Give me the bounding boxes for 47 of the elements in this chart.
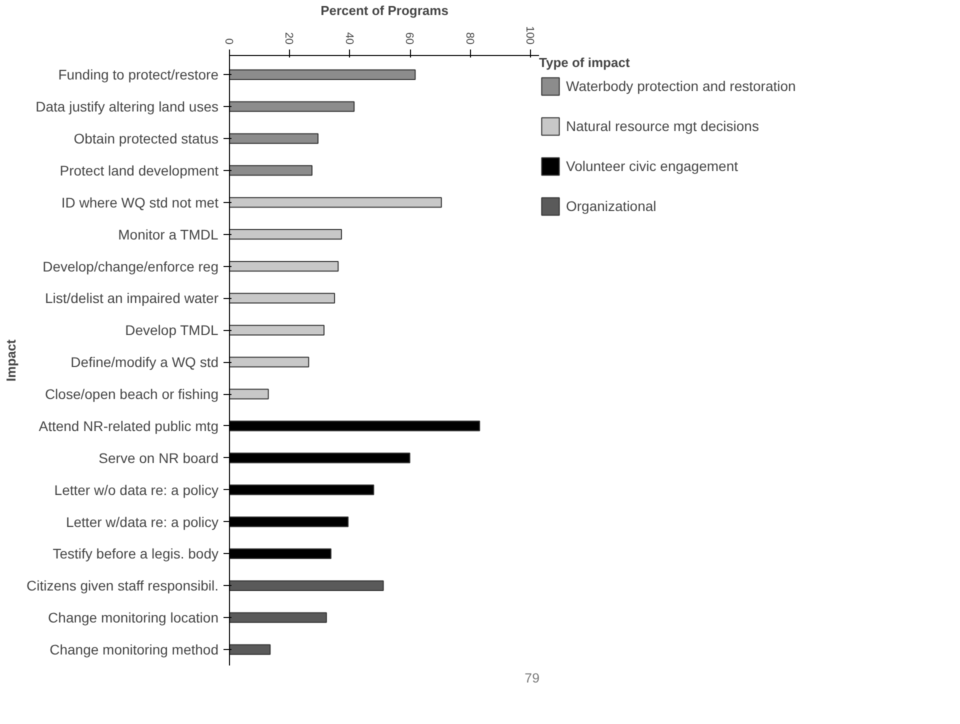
bar: [230, 644, 271, 655]
y-tick-label: Develop TMDL: [125, 322, 218, 338]
y-tick-label: Change monitoring method: [50, 642, 219, 658]
y-tick-label: Protect land development: [60, 162, 219, 178]
y-tick-label: Obtain protected status: [74, 130, 219, 147]
y-tick-label: Monitor a TMDL: [118, 226, 218, 242]
bar: [230, 356, 310, 368]
legend-label: Organizational: [566, 198, 656, 214]
bar: [230, 260, 339, 272]
y-tick-label: Serve on NR board: [98, 450, 219, 466]
x-tick-label: 80: [463, 32, 476, 45]
bar: [230, 580, 384, 591]
y-tick-label: List/delist an impaired water: [44, 290, 219, 306]
bar: [230, 165, 312, 176]
y-tick-label: Define/modify a WQ std: [70, 354, 218, 370]
bar: [230, 324, 325, 336]
x-tick-label: 100: [523, 26, 536, 45]
legend-label: Waterbody protection and restoration: [566, 78, 796, 94]
y-tick-label: Data justify altering land uses: [36, 98, 218, 115]
legend-label: Natural resource mgt decisions: [566, 118, 759, 134]
y-tick-label: Change monitoring location: [48, 610, 219, 626]
y-axis-title: Impact: [4, 338, 19, 382]
text: 79: [524, 670, 540, 686]
bar: [230, 69, 416, 80]
bar: [230, 388, 269, 400]
bar: [230, 133, 318, 144]
y-tick-label: Testify before a legis. body: [52, 546, 219, 562]
y-tick-label: Close/open beach or fishing: [44, 386, 219, 402]
y-tick-label: Attend NR-related public mtg: [38, 418, 219, 434]
x-tick-label: 60: [403, 32, 416, 45]
bar: [230, 612, 327, 623]
bar: [230, 197, 442, 208]
y-tick-label: Funding to protect/restore: [58, 66, 219, 83]
x-tick-label: 0: [222, 38, 234, 45]
y-tick-label: Letter w/data re: a policy: [66, 514, 219, 530]
x-tick-label: 20: [282, 32, 295, 45]
bar: [230, 101, 355, 112]
bar: [230, 229, 342, 240]
y-tick-label: Develop/change/enforce reg: [42, 258, 219, 274]
legend-label: Volunteer civic engagement: [566, 158, 738, 174]
y-tick-label: Citizens given staff responsibil.: [26, 578, 219, 594]
y-tick-label: ID where WQ std not met: [61, 194, 219, 210]
x-tick-label: 40: [342, 32, 355, 45]
x-axis-title: Percent of Programs: [320, 3, 448, 18]
legend-title: Type of impact: [539, 55, 631, 70]
bar: [230, 292, 336, 304]
y-tick-label: Letter w/o data re: a policy: [54, 482, 219, 498]
